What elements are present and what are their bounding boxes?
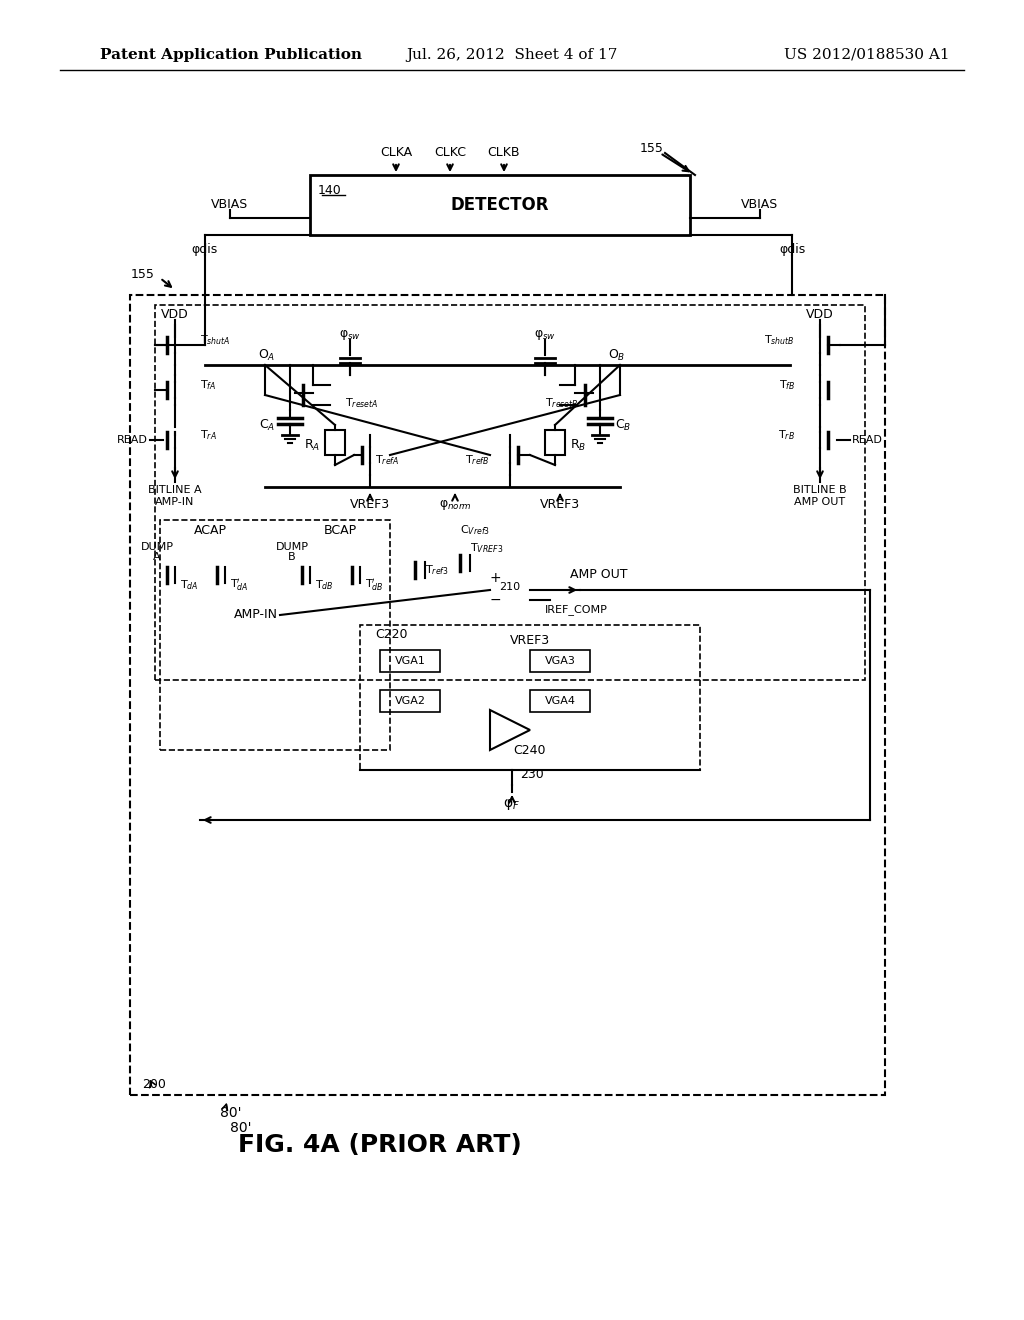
Text: T$_{resetB}$: T$_{resetB}$ — [545, 396, 579, 411]
Text: VGA4: VGA4 — [545, 696, 575, 706]
Text: T$_{shutA}$: T$_{shutA}$ — [200, 333, 230, 347]
Text: VBIAS: VBIAS — [741, 198, 778, 211]
Bar — [530, 649, 590, 672]
Text: 155: 155 — [131, 268, 155, 281]
Text: R$_A$: R$_A$ — [304, 437, 319, 453]
Text: AMP-IN: AMP-IN — [234, 609, 278, 622]
Text: φdis: φdis — [191, 243, 218, 256]
Text: −: − — [489, 593, 501, 607]
Text: C$_A$: C$_A$ — [259, 417, 275, 433]
Text: CLKC: CLKC — [434, 145, 466, 158]
Text: C$_B$: C$_B$ — [615, 417, 632, 433]
Text: T$_{resetA}$: T$_{resetA}$ — [345, 396, 379, 411]
Text: US 2012/0188530 A1: US 2012/0188530 A1 — [784, 48, 950, 62]
Text: 80': 80' — [230, 1121, 252, 1135]
Text: VBIAS: VBIAS — [211, 198, 249, 211]
Text: T$_{dA}'$: T$_{dA}'$ — [230, 577, 249, 593]
Text: VREF3: VREF3 — [510, 634, 550, 647]
Text: T$_{VREF3}$: T$_{VREF3}$ — [470, 541, 503, 554]
Text: BITLINE B: BITLINE B — [794, 484, 847, 495]
Text: C240: C240 — [514, 743, 546, 756]
Text: T$_{refB}$: T$_{refB}$ — [465, 453, 489, 467]
Text: T$_{refA}$: T$_{refA}$ — [375, 453, 399, 467]
Text: CLKB: CLKB — [487, 145, 520, 158]
Text: +: + — [489, 572, 501, 585]
Text: A: A — [154, 552, 161, 562]
Text: AMP OUT: AMP OUT — [795, 498, 846, 507]
Bar — [155, 305, 865, 680]
Text: BCAP: BCAP — [324, 524, 356, 536]
Text: T$_{shutB}$: T$_{shutB}$ — [764, 333, 795, 347]
Text: VGA3: VGA3 — [545, 656, 575, 667]
Text: AMP-IN: AMP-IN — [156, 498, 195, 507]
Bar — [310, 176, 690, 235]
Text: T$_{ref3}$: T$_{ref3}$ — [425, 564, 449, 577]
Text: FIG. 4A (PRIOR ART): FIG. 4A (PRIOR ART) — [239, 1133, 522, 1158]
Text: φ$_{norm}$: φ$_{norm}$ — [438, 498, 471, 512]
Text: IREF_COMP: IREF_COMP — [545, 605, 608, 615]
Text: 80': 80' — [220, 1106, 242, 1119]
Bar — [130, 294, 885, 1096]
Text: BITLINE A: BITLINE A — [148, 484, 202, 495]
Bar — [380, 690, 440, 711]
Text: READ: READ — [852, 436, 883, 445]
Text: VREF3: VREF3 — [540, 499, 580, 511]
Text: VGA2: VGA2 — [394, 696, 426, 706]
Text: T$_{dB}'$: T$_{dB}'$ — [365, 577, 384, 593]
Text: φ$_{sw}$: φ$_{sw}$ — [339, 327, 361, 342]
Text: Jul. 26, 2012  Sheet 4 of 17: Jul. 26, 2012 Sheet 4 of 17 — [407, 48, 617, 62]
Text: 140: 140 — [318, 183, 342, 197]
Text: VGA1: VGA1 — [394, 656, 425, 667]
Text: AMP OUT: AMP OUT — [570, 569, 628, 582]
Text: O$_A$: O$_A$ — [258, 347, 275, 363]
Text: φ$_F$: φ$_F$ — [504, 797, 520, 813]
Text: T$_{dB}$: T$_{dB}$ — [315, 578, 334, 591]
Text: DETECTOR: DETECTOR — [451, 195, 549, 214]
Text: C220: C220 — [375, 628, 408, 642]
Text: 210: 210 — [500, 582, 520, 591]
Text: DUMP: DUMP — [140, 543, 173, 552]
Text: READ: READ — [117, 436, 148, 445]
Text: ACAP: ACAP — [194, 524, 226, 536]
Text: VDD: VDD — [806, 309, 834, 322]
Bar — [545, 430, 565, 455]
Text: 230: 230 — [520, 768, 544, 781]
Bar — [530, 690, 590, 711]
Bar — [360, 624, 700, 770]
Text: T$_{dA}$: T$_{dA}$ — [180, 578, 199, 591]
Text: CLKA: CLKA — [380, 145, 412, 158]
Text: O$_B$: O$_B$ — [607, 347, 625, 363]
Text: B: B — [288, 552, 296, 562]
Text: VREF3: VREF3 — [350, 499, 390, 511]
Text: φ$_{sw}$: φ$_{sw}$ — [534, 327, 556, 342]
Text: T$_{fB}$: T$_{fB}$ — [778, 378, 795, 392]
Text: DUMP: DUMP — [275, 543, 308, 552]
Text: T$_{fA}$: T$_{fA}$ — [200, 378, 216, 392]
Bar — [380, 649, 440, 672]
Text: Patent Application Publication: Patent Application Publication — [100, 48, 362, 62]
Text: VDD: VDD — [161, 309, 188, 322]
Text: R$_B$: R$_B$ — [570, 437, 587, 453]
Bar — [325, 430, 345, 455]
Text: C$_{Vref3}$: C$_{Vref3}$ — [460, 523, 490, 537]
Text: 155: 155 — [640, 141, 664, 154]
Text: T$_{rA}$: T$_{rA}$ — [200, 428, 217, 442]
Text: 200: 200 — [142, 1078, 166, 1092]
Text: T$_{rB}$: T$_{rB}$ — [778, 428, 795, 442]
Text: φdis: φdis — [779, 243, 805, 256]
Bar — [160, 520, 390, 750]
